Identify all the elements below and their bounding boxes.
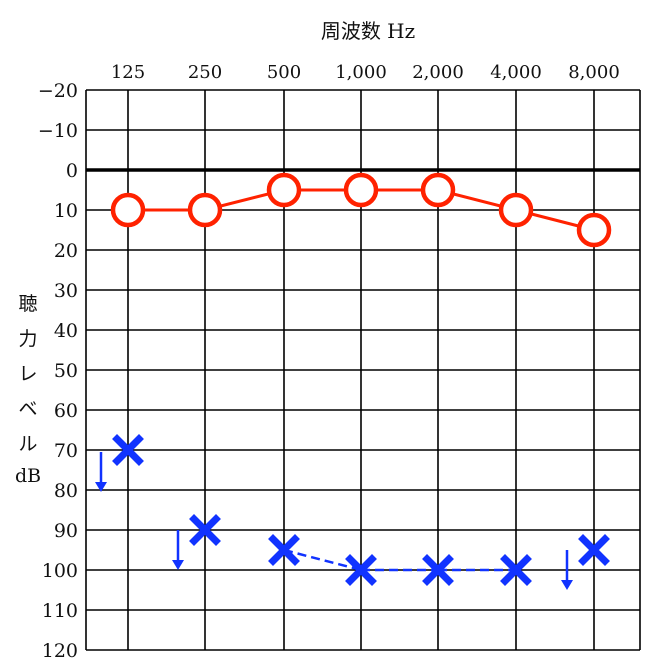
y-tick-label: 40 [54,320,78,342]
x-axis-ticks: 125 250 500 1,000 2,000 4,000 8,000 [111,62,620,83]
y-tick-label: 110 [42,600,78,622]
cross-marker [189,514,221,546]
chart-title: 周波数 Hz [321,19,415,43]
y-tick-label: 80 [54,480,78,502]
no-response-arrow-head [95,482,107,492]
y-tick-label: −10 [38,120,78,142]
y-tick-label: 120 [42,640,78,662]
x-tick-label: 1,000 [335,62,387,83]
y-axis-label-char: ル [18,433,37,455]
circle-marker [343,172,379,208]
y-axis-label-char: dB [15,465,41,487]
circle-marker [420,172,456,208]
y-tick-label: −20 [38,80,78,102]
cross-stroke [189,514,221,546]
circle-marker [576,212,612,248]
y-axis-label-char: レ [18,363,37,385]
x-tick-label: 125 [111,62,145,83]
cross-stroke [578,534,610,566]
x-tick-label: 2,000 [412,62,464,83]
x-tick-label: 250 [188,62,222,83]
y-tick-label: 70 [54,440,78,462]
y-axis-ticks: −20 −10 0 10 20 30 40 50 60 70 80 90 100 110 120 [38,80,78,662]
y-axis-label-char: 力 [18,328,37,350]
y-tick-label: 10 [54,200,78,222]
cross-stroke [268,534,300,566]
y-tick-label: 20 [54,240,78,262]
series [95,172,612,590]
cross-stroke [500,554,532,586]
cross-stroke [345,554,377,586]
y-tick-label: 90 [54,520,78,542]
cross-stroke [422,554,454,586]
y-tick-label: 100 [42,560,78,582]
x-tick-label: 8,000 [568,62,620,83]
cross-stroke [112,434,144,466]
y-tick-label: 50 [54,360,78,382]
y-axis-label-char: ベ [18,398,37,420]
cross-marker [112,434,144,466]
y-tick-label: 30 [54,280,78,302]
cross-marker [578,534,610,566]
no-response-arrow-head [172,560,184,570]
cross-marker [345,554,377,586]
circle-marker [187,192,223,228]
y-tick-label: 0 [66,160,78,182]
y-tick-label: 60 [54,400,78,422]
cross-marker [268,534,300,566]
cross-marker [500,554,532,586]
x-tick-label: 500 [267,62,301,83]
circle-marker [110,192,146,228]
cross-marker [422,554,454,586]
x-tick-label: 4,000 [490,62,542,83]
circle-marker [498,192,534,228]
circle-marker [266,172,302,208]
no-response-arrow-head [561,580,573,590]
y-axis-label-char: 聴 [18,293,37,315]
